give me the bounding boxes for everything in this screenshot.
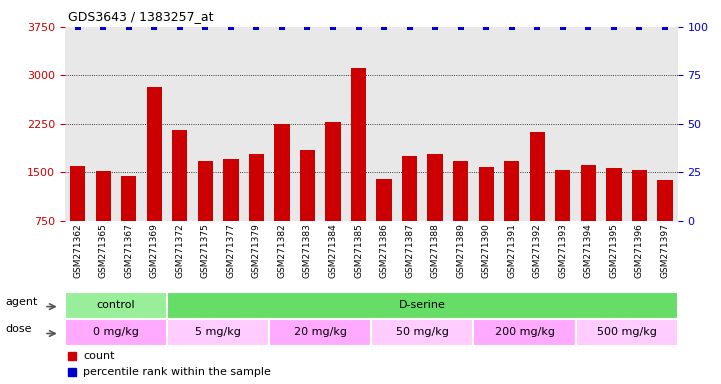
Bar [453, 161, 469, 269]
Text: dose: dose [5, 324, 32, 334]
Text: 0 mg/kg: 0 mg/kg [93, 327, 139, 337]
Bar [269, 319, 371, 346]
Bar [172, 130, 187, 269]
Bar [428, 154, 443, 269]
Bar [65, 292, 167, 319]
Bar [167, 292, 678, 319]
Bar [658, 180, 673, 269]
Bar [351, 68, 366, 269]
Bar [530, 132, 545, 269]
Bar [274, 124, 290, 269]
Bar [224, 159, 239, 269]
Bar [146, 87, 162, 269]
Bar [300, 150, 315, 269]
Text: percentile rank within the sample: percentile rank within the sample [83, 367, 271, 377]
Bar [504, 161, 519, 269]
Bar [95, 171, 111, 269]
Text: 500 mg/kg: 500 mg/kg [597, 327, 657, 337]
Bar [70, 166, 85, 269]
Text: control: control [97, 300, 136, 310]
Bar [65, 319, 167, 346]
Text: GDS3643 / 1383257_at: GDS3643 / 1383257_at [68, 10, 214, 23]
Bar [555, 170, 570, 269]
Text: count: count [83, 351, 115, 361]
Bar [402, 156, 417, 269]
Bar [325, 122, 340, 269]
Bar [474, 319, 575, 346]
Bar [575, 319, 678, 346]
Text: 5 mg/kg: 5 mg/kg [195, 327, 241, 337]
Text: D-serine: D-serine [399, 300, 446, 310]
Bar [632, 170, 647, 269]
Bar [376, 179, 392, 269]
Bar [606, 169, 622, 269]
Text: 50 mg/kg: 50 mg/kg [396, 327, 449, 337]
Text: 200 mg/kg: 200 mg/kg [495, 327, 554, 337]
Bar [198, 161, 213, 269]
Bar [121, 175, 136, 269]
Bar [249, 154, 264, 269]
Bar [479, 167, 494, 269]
Text: 20 mg/kg: 20 mg/kg [293, 327, 347, 337]
Bar [580, 165, 596, 269]
Bar [371, 319, 474, 346]
Bar [167, 319, 269, 346]
Text: agent: agent [5, 297, 37, 307]
